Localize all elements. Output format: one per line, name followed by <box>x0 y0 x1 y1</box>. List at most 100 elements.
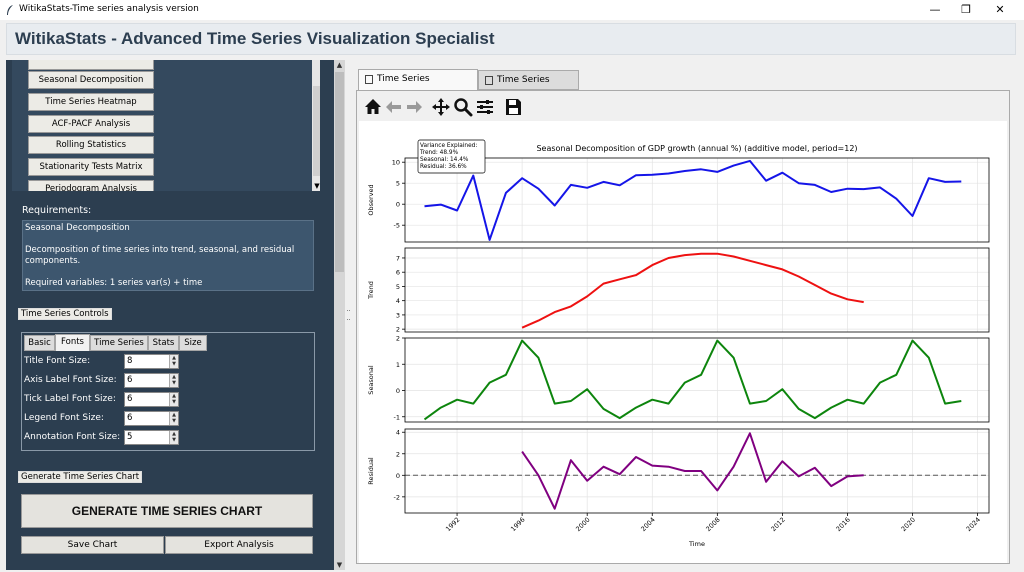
residual-ylabel: Residual <box>367 457 375 485</box>
annotation-residual: Residual: 36.6% <box>420 164 467 170</box>
right-notebook: Time Series Visualization Time Series An… <box>356 68 1010 564</box>
tick-label-font-size-spinbox[interactable]: 6 ▲ ▼ <box>124 392 179 407</box>
left-panel: Seasonal Decomposition Time Series Heatm… <box>6 60 342 570</box>
tab-stats[interactable]: Stats <box>148 335 179 351</box>
trend-ylabel: Trend <box>367 281 375 300</box>
chart-tab-icon <box>365 75 373 84</box>
x-tick-label: 2020 <box>900 516 917 533</box>
observed-series-line <box>424 159 962 241</box>
tab-time-series[interactable]: Time Series <box>90 335 148 351</box>
zoom-icon[interactable] <box>453 97 473 117</box>
analysis-type-list: Seasonal Decomposition Time Series Heatm… <box>12 60 320 191</box>
analysis-item-rolling-statistics[interactable]: Rolling Statistics <box>28 136 154 154</box>
configure-subplots-icon[interactable] <box>475 97 495 117</box>
pane-sash[interactable] <box>345 60 352 570</box>
y-tick-label: 0 <box>396 387 400 395</box>
y-tick-label: 4 <box>396 297 400 305</box>
title-font-size-spinbox[interactable]: 8 ▲ ▼ <box>124 354 179 369</box>
left-scrollbar-thumb[interactable] <box>335 72 344 272</box>
y-tick-label: 0 <box>396 201 400 209</box>
tab-basic[interactable]: Basic <box>24 335 55 351</box>
save-icon[interactable] <box>503 97 523 117</box>
spin-arrows-icon[interactable]: ▲ ▼ <box>169 393 178 406</box>
generate-chart-button[interactable]: GENERATE TIME SERIES CHART <box>21 494 313 528</box>
requirements-text: Seasonal Decomposition Decomposition of … <box>22 220 314 291</box>
legend-font-size-spinbox[interactable]: 6 ▲ ▼ <box>124 411 179 426</box>
chart-canvas[interactable]: Seasonal Decomposition of GDP growth (an… <box>359 121 1007 563</box>
close-button[interactable]: ✕ <box>995 3 1005 16</box>
residual-series-line <box>521 432 864 510</box>
spin-arrows-icon[interactable]: ▲ ▼ <box>169 374 178 387</box>
seasonal-panel-frame <box>404 337 990 423</box>
axis-label-font-size-label: Axis Label Font Size: <box>24 375 117 385</box>
axis-label-font-size-spinbox[interactable]: 6 ▲ ▼ <box>124 373 179 388</box>
checklist-tab-icon <box>485 76 493 85</box>
export-analysis-button[interactable]: Export Analysis <box>165 536 313 554</box>
y-tick-label: 0 <box>396 472 400 480</box>
seasonal-ylabel: Seasonal <box>367 365 375 395</box>
save-chart-button[interactable]: Save Chart <box>21 536 164 554</box>
tab-time-series-visualization[interactable]: Time Series Visualization <box>358 69 478 103</box>
minimize-button[interactable]: — <box>929 3 941 16</box>
tab-time-series-analysis[interactable]: Time Series Analysis <box>478 70 579 104</box>
analysis-item-periodogram[interactable]: Periodogram Analysis <box>28 180 154 191</box>
analysis-item-acf-pacf[interactable]: ACF-PACF Analysis <box>28 115 154 133</box>
generate-section-label: Generate Time Series Chart <box>18 471 143 483</box>
requirements-description: Decomposition of time series into trend,… <box>25 245 295 266</box>
spin-arrows-icon[interactable]: ▲ ▼ <box>169 431 178 444</box>
observed-ylabel: Observed <box>367 184 375 215</box>
y-tick-label: -2 <box>394 493 400 501</box>
annotation-heading: Variance Explained: <box>420 143 477 149</box>
observed-panel-frame <box>404 157 990 243</box>
x-tick-label: 2016 <box>835 516 852 533</box>
pan-icon[interactable] <box>431 97 451 117</box>
requirements-variables: Required variables: 1 series var(s) + ti… <box>25 278 203 288</box>
y-tick-label: 2 <box>396 326 400 334</box>
tab-fonts[interactable]: Fonts <box>55 334 90 352</box>
matplotlib-toolbar <box>361 93 1005 121</box>
list-scrollbar-thumb[interactable] <box>313 86 320 176</box>
list-scrollbar[interactable]: ▼ <box>312 60 320 191</box>
analysis-item-time-series-heatmap[interactable]: Time Series Heatmap <box>28 93 154 111</box>
requirements-label: Requirements: <box>22 205 92 216</box>
back-arrow-icon[interactable] <box>384 97 404 117</box>
right-tabs: Time Series Visualization Time Series An… <box>356 69 1010 104</box>
analysis-item-stationarity-tests[interactable]: Stationarity Tests Matrix <box>28 158 154 176</box>
y-tick-label: -5 <box>394 222 400 230</box>
home-icon[interactable] <box>363 97 383 117</box>
x-tick-label: 2012 <box>769 516 786 533</box>
left-panel-scrollbar[interactable]: ▲ ▼ <box>334 60 345 570</box>
controls-notebook: Basic Fonts Time Series Stats Size Title… <box>21 332 315 451</box>
annotation-seasonal: Seasonal: 14.4% <box>420 157 469 163</box>
annotation-font-size-spinbox[interactable]: 5 ▲ ▼ <box>124 430 179 445</box>
analysis-item-hidden[interactable] <box>28 60 154 70</box>
spin-arrows-icon[interactable]: ▲ ▼ <box>169 412 178 425</box>
y-tick-label: 1 <box>396 361 400 369</box>
scroll-down-arrow-icon[interactable]: ▼ <box>314 182 320 190</box>
analysis-item-seasonal-decomposition[interactable]: Seasonal Decomposition <box>28 71 154 89</box>
window-title: WitikaStats-Time series analysis version <box>19 4 199 14</box>
x-tick-label: 2004 <box>639 516 656 533</box>
title-font-size-row: Title Font Size: 8 ▲ ▼ <box>24 354 312 370</box>
y-tick-label: 3 <box>396 311 400 319</box>
scroll-down-arrow-icon[interactable]: ▼ <box>336 561 343 569</box>
tab-size[interactable]: Size <box>179 335 207 351</box>
y-tick-label: 7 <box>396 254 400 262</box>
legend-font-size-row: Legend Font Size: 6 ▲ ▼ <box>24 411 312 427</box>
trend-panel-frame <box>404 247 990 333</box>
forward-arrow-icon[interactable] <box>404 97 424 117</box>
y-tick-label: 4 <box>396 429 400 437</box>
sash-grip-icon[interactable] <box>347 310 350 320</box>
annotation-font-size-row: Annotation Font Size: 5 ▲ ▼ <box>24 430 312 446</box>
tick-label-font-size-row: Tick Label Font Size: 6 ▲ ▼ <box>24 392 312 408</box>
x-axis-label: Time <box>688 540 705 548</box>
maximize-button[interactable]: ❐ <box>961 3 971 16</box>
spin-arrows-icon[interactable]: ▲ ▼ <box>169 355 178 368</box>
y-tick-label: 2 <box>396 335 400 343</box>
annotation-font-size-label: Annotation Font Size: <box>24 432 121 442</box>
y-tick-label: 5 <box>396 180 400 188</box>
scroll-up-arrow-icon[interactable]: ▲ <box>336 61 343 69</box>
x-tick-label: 1992 <box>444 516 461 533</box>
y-tick-label: 2 <box>396 450 400 458</box>
